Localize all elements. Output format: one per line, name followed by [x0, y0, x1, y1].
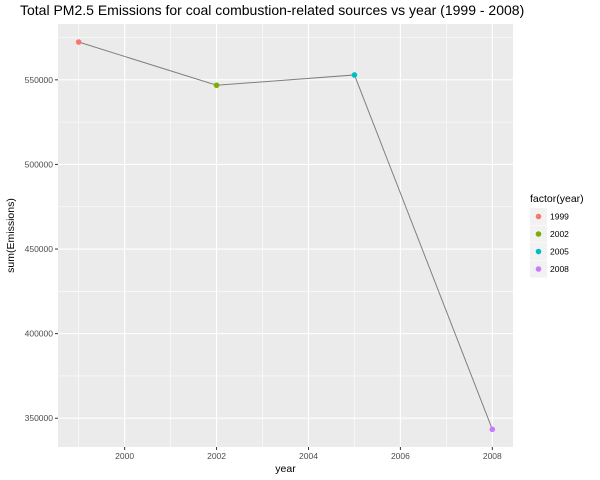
plot-panel — [58, 24, 513, 447]
data-points — [75, 39, 496, 433]
series-line — [78, 41, 493, 430]
data-point-1999 — [75, 39, 82, 45]
y-tick-label: 450000 — [25, 244, 54, 254]
y-tick-label: 350000 — [25, 413, 54, 423]
x-tick-label: 2000 — [115, 451, 134, 461]
data-point-2002 — [213, 82, 220, 89]
legend-label: 2002 — [550, 229, 569, 239]
axis-ticks: 2000 2002 2004 2006 2008 350000 400000 450000 50… — [25, 75, 502, 461]
legend-label: 2005 — [550, 247, 569, 257]
data-point-2008 — [489, 426, 496, 433]
legend-label: 2008 — [550, 264, 569, 274]
grid-lines — [58, 24, 513, 447]
legend-items: 1999 2002 2005 2008 — [530, 208, 569, 278]
data-point-2005 — [351, 72, 358, 78]
y-tick-label: 550000 — [25, 75, 54, 85]
x-tick-label: 2008 — [483, 451, 502, 461]
legend: factor(year) 1999 2002 2005 2008 — [530, 193, 584, 278]
chart-title: Total PM2.5 Emissions for coal combustio… — [20, 2, 524, 18]
x-axis-title: year — [275, 463, 296, 475]
x-tick-label: 2004 — [299, 451, 318, 461]
legend-marker — [535, 213, 542, 220]
x-tick-label: 2002 — [207, 451, 226, 461]
legend-marker — [535, 266, 542, 272]
legend-label: 1999 — [550, 212, 569, 222]
y-axis-title: sum(Emissions) — [5, 198, 17, 273]
legend-marker — [535, 231, 542, 237]
series-line-layer — [78, 41, 493, 430]
y-tick-label: 500000 — [25, 159, 54, 169]
x-tick-label: 2006 — [391, 451, 410, 461]
legend-title: factor(year) — [530, 193, 584, 205]
y-tick-label: 400000 — [25, 329, 54, 339]
legend-marker — [535, 248, 542, 255]
